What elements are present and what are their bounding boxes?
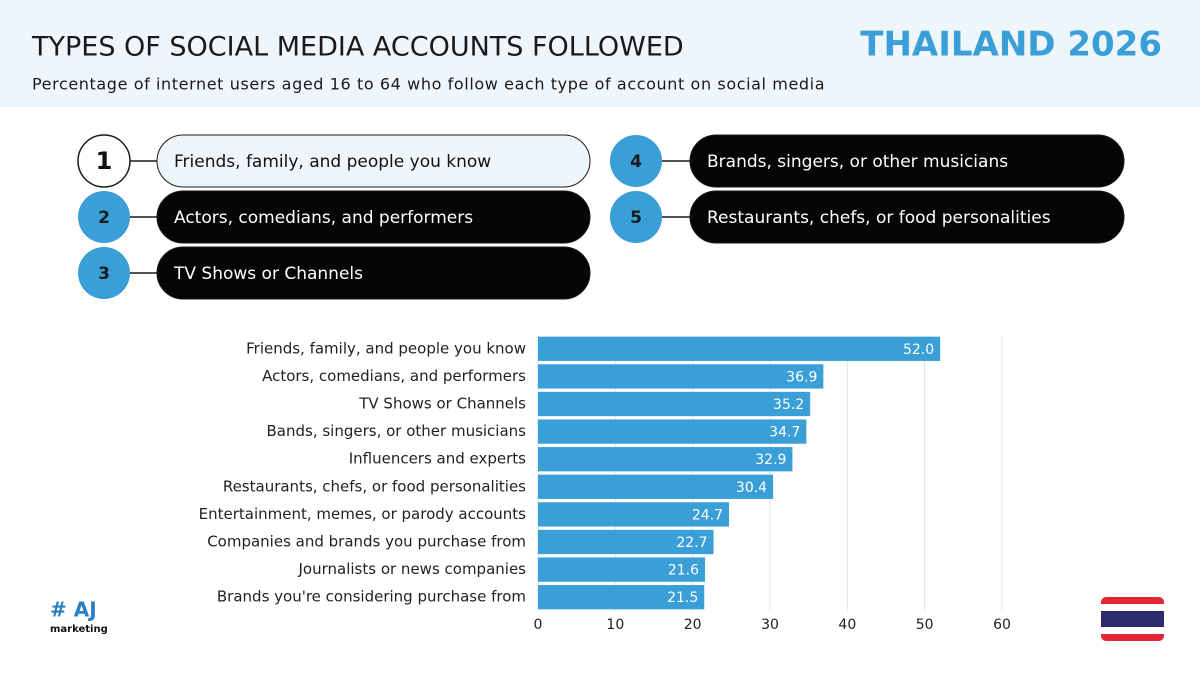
x-tick-label: 10 xyxy=(606,617,624,633)
ranking: 1 Friends, family, and people you know 2 Ac… xyxy=(77,134,1125,300)
country-title: THAILAND 2026 xyxy=(860,25,1162,65)
value-label: 30.4 xyxy=(736,480,767,496)
bar xyxy=(538,447,793,472)
value-label: 34.7 xyxy=(769,425,800,441)
rank-pill xyxy=(689,134,1125,188)
rank-pill xyxy=(156,134,591,188)
x-tick-label: 30 xyxy=(761,617,779,633)
value-label: 21.5 xyxy=(667,590,698,606)
title: TYPES OF SOCIAL MEDIA ACCOUNTS FOLLOWED xyxy=(31,32,684,63)
rank-label: Brands, singers, or other musicians xyxy=(707,152,1008,172)
logo-mark: # AJ xyxy=(50,598,97,622)
value-label: 22.7 xyxy=(676,535,707,551)
value-label: 32.9 xyxy=(755,452,786,468)
value-label: 52.0 xyxy=(903,342,934,358)
y-tick-label: Friends, family, and people you know xyxy=(246,339,526,357)
rank-badge xyxy=(610,135,662,187)
header-band xyxy=(0,0,1200,107)
value-label: 24.7 xyxy=(692,507,723,523)
bar xyxy=(538,419,807,444)
bar xyxy=(538,585,705,610)
y-tick-label: Bands, singers, or other musicians xyxy=(267,422,527,440)
rank-number: 3 xyxy=(98,264,110,284)
bar xyxy=(538,557,706,582)
y-tick-label: Journalists or news companies xyxy=(298,560,527,578)
rank-label: Actors, comedians, and performers xyxy=(174,208,473,228)
y-tick-label: Actors, comedians, and performers xyxy=(262,367,526,385)
rank-label: TV Shows or Channels xyxy=(173,264,363,284)
flag xyxy=(1101,597,1164,641)
value-label: 21.6 xyxy=(668,563,699,579)
rank-label: Restaurants, chefs, or food personalitie… xyxy=(707,208,1051,228)
bar xyxy=(538,474,774,499)
rank-number: 1 xyxy=(96,147,113,175)
y-tick-label: TV Shows or Channels xyxy=(358,395,526,413)
bar xyxy=(538,391,811,417)
x-tick-label: 20 xyxy=(684,617,702,633)
bar xyxy=(538,364,824,389)
y-tick-label: Entertainment, memes, or parody accounts xyxy=(199,505,527,523)
rank-pill xyxy=(156,190,591,244)
x-tick-label: 50 xyxy=(916,617,934,633)
value-label: 36.9 xyxy=(786,369,817,385)
y-tick-label: Companies and brands you purchase from xyxy=(207,533,526,551)
y-tick-label: Brands you're considering purchase from xyxy=(217,588,526,606)
rank-badge xyxy=(610,191,662,243)
logo-text: marketing xyxy=(50,624,108,635)
chart: 0 10 20 30 40 50 60 Friends, family, and people… xyxy=(199,335,1011,633)
x-tick-label: 40 xyxy=(838,617,856,633)
rank-label: Friends, family, and people you know xyxy=(174,152,491,172)
flag-blue xyxy=(1101,611,1164,627)
bar xyxy=(538,502,730,527)
y-tick-label: Restaurants, chefs, or food personalitie… xyxy=(223,477,526,495)
rank-number: 2 xyxy=(98,208,110,228)
rank-pill xyxy=(689,190,1125,244)
bar xyxy=(538,336,941,361)
subtitle: Percentage of internet users aged 16 to … xyxy=(32,75,825,94)
rank-badge xyxy=(78,191,130,243)
value-label: 35.2 xyxy=(773,397,804,413)
x-tick-label: 0 xyxy=(534,617,543,633)
bar xyxy=(538,529,714,555)
rank-pill xyxy=(156,246,591,300)
x-tick-label: 60 xyxy=(993,617,1011,633)
rank-badge xyxy=(78,247,130,299)
y-tick-label: Influencers and experts xyxy=(349,450,526,468)
rank-number: 4 xyxy=(630,152,642,172)
rank-badge xyxy=(77,134,131,188)
rank-number: 5 xyxy=(630,208,642,228)
